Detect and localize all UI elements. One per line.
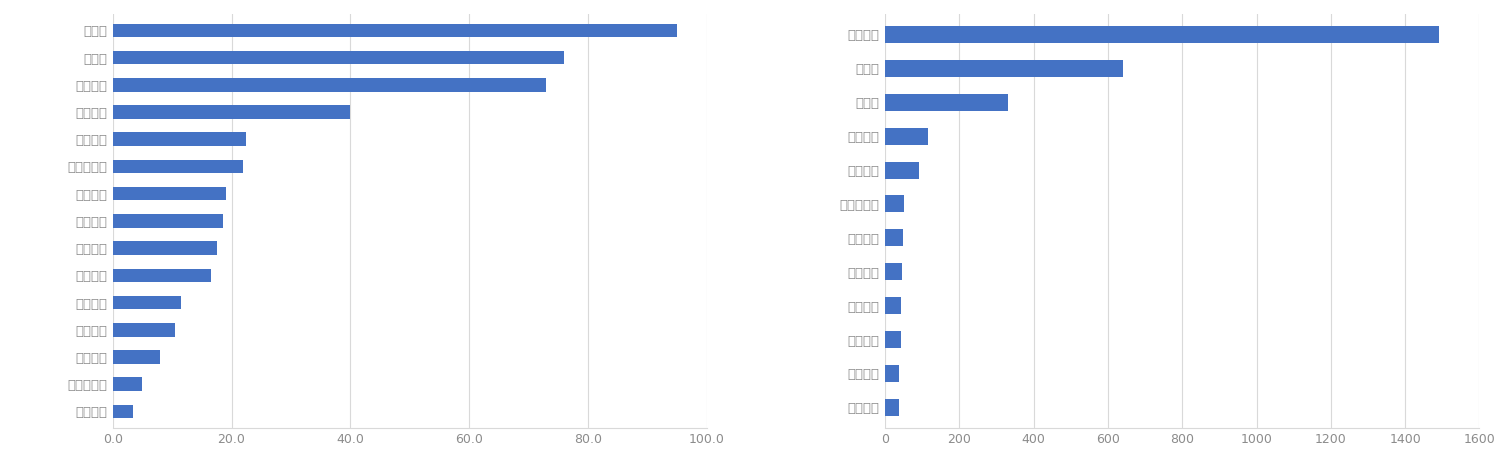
Bar (113, 214, 222, 227)
Bar (113, 160, 243, 173)
Bar (885, 94, 1008, 111)
Bar (885, 229, 903, 246)
Bar (113, 323, 176, 337)
Bar (885, 60, 1123, 77)
Bar (885, 297, 901, 314)
Bar (113, 405, 134, 418)
Bar (885, 196, 904, 212)
Bar (885, 26, 1439, 43)
Bar (885, 365, 900, 382)
Bar (885, 162, 919, 179)
Bar (113, 350, 161, 364)
Bar (113, 241, 216, 255)
Bar (113, 377, 143, 391)
Bar (113, 296, 182, 309)
Bar (885, 128, 928, 145)
Bar (113, 105, 350, 119)
Bar (113, 78, 547, 92)
Bar (885, 399, 898, 416)
Bar (885, 331, 901, 348)
Bar (113, 24, 677, 37)
Bar (113, 133, 246, 146)
Bar (885, 263, 901, 280)
Bar (113, 187, 225, 201)
Bar (113, 268, 210, 282)
Bar (113, 51, 565, 64)
